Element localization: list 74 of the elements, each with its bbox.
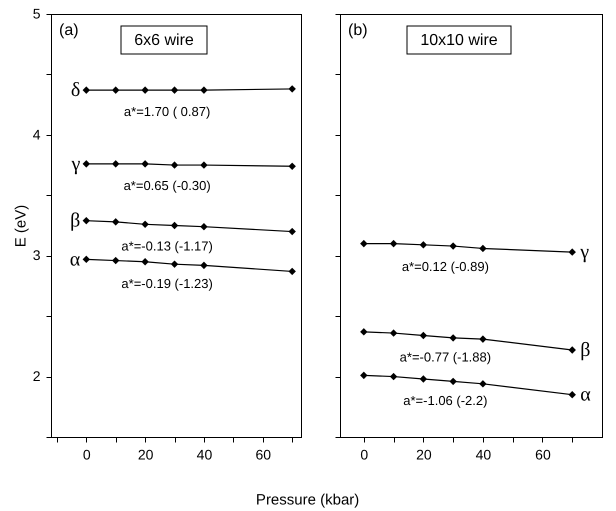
point	[200, 262, 208, 270]
y-tick-label: 3	[32, 247, 41, 264]
point	[390, 240, 398, 248]
annotation: a*=-0.13 (-1.17)	[121, 238, 213, 254]
point	[82, 160, 90, 168]
point	[200, 223, 208, 230]
point	[288, 85, 296, 93]
point	[141, 220, 149, 228]
annotation: a*=-1.06 (-2.2)	[403, 392, 488, 408]
x-tick-label: 20	[138, 446, 154, 462]
point	[170, 86, 178, 94]
x-axis-title: Pressure (kbar)	[256, 492, 360, 508]
y-tick-label: 5	[32, 6, 41, 22]
point	[449, 242, 457, 250]
point	[479, 244, 487, 252]
annotation: a*=0.65 (-0.30)	[124, 178, 211, 193]
series-label: γ	[579, 241, 590, 264]
point	[112, 218, 120, 226]
text: 10x10 wire	[420, 32, 498, 49]
y-axis-title: E (eV)	[12, 204, 30, 248]
annotation: a*=-0.77 (-1.88)	[400, 349, 492, 364]
point	[420, 241, 428, 249]
point	[82, 86, 90, 94]
point	[288, 162, 296, 170]
x-tick-label: 40	[476, 446, 492, 462]
point	[170, 222, 178, 230]
chart-title: (a)	[59, 22, 79, 39]
x-tick-label: 40	[196, 446, 212, 462]
series-label: β	[580, 338, 590, 361]
annotation: a*=1.70 ( 0.87)	[124, 104, 210, 120]
series-label: δ	[70, 79, 80, 102]
point	[170, 161, 178, 169]
point	[200, 86, 208, 94]
point	[82, 216, 90, 224]
point	[288, 228, 296, 236]
point	[360, 328, 368, 336]
point	[141, 160, 149, 168]
x-tick-label: 60	[255, 446, 272, 462]
point	[479, 335, 487, 343]
point	[568, 248, 576, 256]
point	[112, 256, 120, 264]
text: 6x6 wire	[134, 32, 194, 49]
y-tick-label: 4	[32, 126, 41, 142]
series-label: α	[580, 384, 592, 406]
chart-title: (b)	[348, 22, 368, 39]
point	[449, 334, 457, 342]
x-tick-label: 0	[360, 446, 368, 462]
point	[112, 86, 120, 94]
point	[360, 372, 368, 380]
point	[360, 240, 368, 248]
series-label: γ	[70, 152, 80, 175]
point	[141, 258, 149, 266]
x-tick-label: 60	[535, 446, 551, 462]
point	[200, 161, 208, 169]
series-label: β	[70, 210, 80, 232]
x-tick-label: 20	[416, 446, 432, 462]
annotation: a*=0.12 (-0.89)	[402, 258, 489, 274]
point	[141, 86, 149, 94]
point	[420, 332, 428, 340]
series-label: α	[70, 248, 81, 270]
x-tick-label: 0	[82, 446, 91, 462]
point	[390, 329, 398, 337]
point	[390, 372, 398, 380]
point	[288, 268, 296, 276]
point	[568, 346, 576, 354]
point	[170, 260, 178, 268]
annotation: a*=-0.19 (-1.23)	[121, 276, 213, 291]
point	[82, 256, 90, 264]
point	[420, 375, 428, 383]
y-tick-label: 2	[32, 368, 41, 384]
point	[568, 390, 576, 398]
point	[449, 378, 457, 386]
point	[479, 380, 487, 388]
point	[112, 160, 120, 168]
